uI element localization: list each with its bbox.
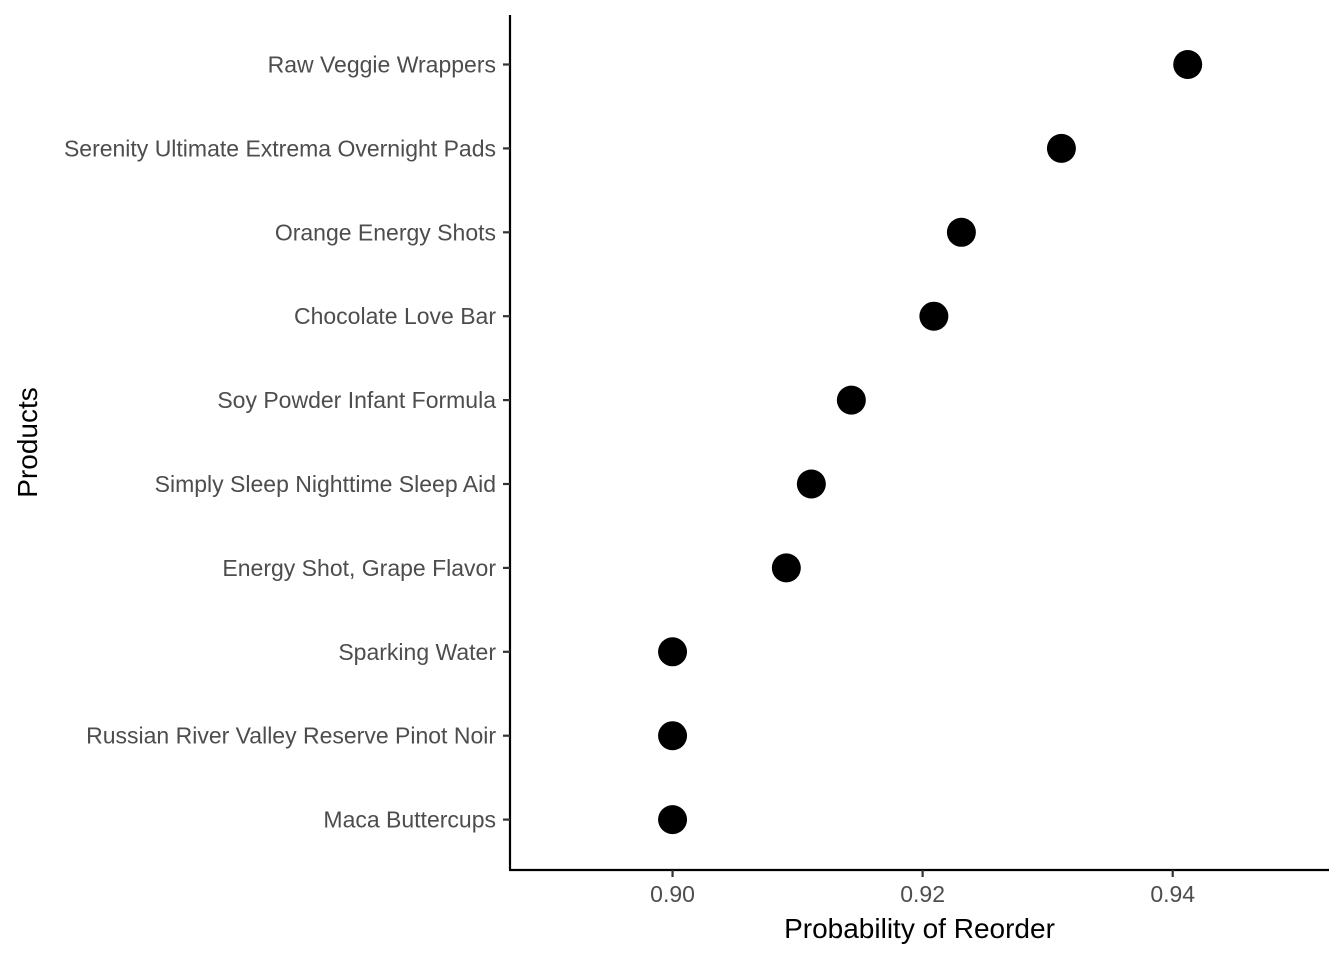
y-tick-label: Orange Energy Shots (275, 219, 496, 245)
data-points (658, 50, 1203, 835)
y-tick-label: Energy Shot, Grape Flavor (222, 555, 496, 581)
x-tick-label: 0.92 (900, 881, 945, 907)
axes (503, 15, 1329, 877)
data-point (919, 301, 949, 331)
data-point (1173, 50, 1203, 79)
data-point (658, 637, 688, 667)
x-tick-label: 0.90 (650, 881, 695, 907)
y-tick-label: Raw Veggie Wrappers (268, 52, 496, 78)
data-point (658, 805, 688, 835)
y-tick-label: Chocolate Love Bar (294, 303, 496, 329)
data-point (836, 385, 866, 415)
y-tick-label: Simply Sleep Nighttime Sleep Aid (155, 471, 496, 497)
labels: Probability of Reorder Products Raw Vegg… (12, 52, 1195, 945)
data-point (771, 553, 801, 583)
y-tick-label: Soy Powder Infant Formula (217, 387, 496, 413)
data-point (796, 469, 826, 499)
y-tick-label: Maca Buttercups (323, 807, 496, 833)
y-axis-title: Products (12, 387, 43, 498)
y-tick-label: Russian River Valley Reserve Pinot Noir (86, 723, 496, 749)
data-point (946, 217, 976, 247)
x-axis-title: Probability of Reorder (784, 913, 1055, 944)
x-tick-label: 0.94 (1150, 881, 1195, 907)
y-tick-label: Sparking Water (338, 639, 496, 665)
y-tick-label: Serenity Ultimate Extrema Overnight Pads (64, 135, 496, 161)
data-point (1046, 133, 1076, 163)
data-point (658, 721, 688, 751)
